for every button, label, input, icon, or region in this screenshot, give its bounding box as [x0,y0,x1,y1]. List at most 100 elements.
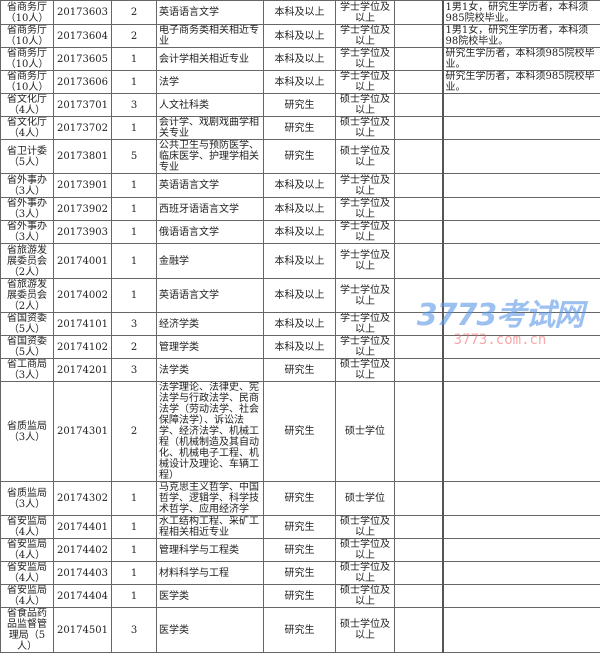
cell-edu: 研究生 [264,608,336,653]
cell-count: 2 [112,382,157,482]
cell-extra [395,562,443,585]
cell-code: 20174302 [54,482,112,516]
cell-edu: 研究生 [264,140,336,174]
cell-edu: 本科及以上 [264,71,336,94]
cell-count: 1 [112,516,157,539]
cell-count: 1 [112,221,157,244]
cell-code: 20174403 [54,562,112,585]
cell-major: 会计学、戏剧戏曲学相关专业 [157,117,264,140]
cell-code: 20174102 [54,336,112,359]
cell-code: 20173604 [54,25,112,48]
cell-code: 20173801 [54,140,112,174]
cell-count: 1 [112,539,157,562]
cell-edu: 本科及以上 [264,313,336,336]
cell-dept: 省国资委（5人） [1,313,54,336]
cell-note [443,562,600,585]
cell-degree: 学士学位及以上 [336,221,395,244]
cell-degree: 硕士学位及以上 [336,539,395,562]
cell-degree: 学士学位及以上 [336,198,395,221]
cell-major: 马克思主义哲学、中国哲学、逻辑学、科学技术哲学、应用经济学 [157,482,264,516]
cell-note [443,279,600,313]
cell-edu: 研究生 [264,482,336,516]
cell-extra [395,382,443,482]
cell-code: 20173606 [54,71,112,94]
cell-count: 3 [112,94,157,117]
cell-degree: 硕士学位及以上 [336,516,395,539]
cell-count: 1 [112,48,157,71]
cell-degree: 学士学位及以上 [336,313,395,336]
cell-edu: 本科及以上 [264,198,336,221]
cell-major: 金融学 [157,244,264,279]
cell-extra [395,279,443,313]
cell-dept: 省外事办（3人） [1,174,54,198]
cell-code: 20174001 [54,244,112,279]
cell-count: 1 [112,562,157,585]
cell-extra [395,585,443,608]
cell-dept: 省工商局（3人） [1,359,54,382]
cell-note [443,336,600,359]
cell-code: 20173702 [54,117,112,140]
cell-code: 20173603 [54,1,112,25]
cell-extra [395,198,443,221]
cell-edu: 研究生 [264,382,336,482]
cell-code: 20173701 [54,94,112,117]
cell-degree: 学士学位及以上 [336,48,395,71]
cell-dept: 省安监局（4人） [1,562,54,585]
cell-extra [395,539,443,562]
cell-count: 1 [112,117,157,140]
cell-note [443,94,600,117]
cell-dept: 省商务厅（10人） [1,1,54,25]
cell-major: 管理学类 [157,336,264,359]
cell-extra [395,25,443,48]
cell-extra [395,117,443,140]
cell-count: 3 [112,359,157,382]
cell-note [443,117,600,140]
cell-major: 管理科学与工程类 [157,539,264,562]
cell-extra [395,313,443,336]
cell-extra [395,608,443,653]
cell-dept: 省国资委（5人） [1,336,54,359]
cell-note [443,198,600,221]
cell-degree: 硕士学位及以上 [336,359,395,382]
cell-edu: 本科及以上 [264,25,336,48]
cell-count: 2 [112,25,157,48]
cell-note [443,382,600,482]
cell-degree: 学士学位及以上 [336,336,395,359]
cell-degree: 硕士学位及以上 [336,585,395,608]
cell-count: 3 [112,313,157,336]
cell-edu: 本科及以上 [264,221,336,244]
cell-dept: 省安监局（4人） [1,585,54,608]
cell-count: 1 [112,71,157,94]
cell-note [443,482,600,516]
cell-count: 1 [112,585,157,608]
cell-count: 1 [112,174,157,198]
cell-major: 水工结构工程、采矿工程相关相近专业 [157,516,264,539]
cell-code: 20174002 [54,279,112,313]
cell-edu: 本科及以上 [264,336,336,359]
cell-edu: 本科及以上 [264,244,336,279]
cell-note: 研究生学历者，本科须985院校毕业。 [443,71,600,94]
cell-note: 1男1女，研究生学历者，本科须985院校毕业。 [443,1,600,25]
cell-code: 20174301 [54,382,112,482]
cell-note [443,585,600,608]
cell-dept: 省卫计委（5人） [1,140,54,174]
cell-extra [395,482,443,516]
cell-edu: 研究生 [264,585,336,608]
cell-count: 1 [112,244,157,279]
cell-major: 法学类 [157,359,264,382]
cell-major: 会计学相关相近专业 [157,48,264,71]
cell-count: 1 [112,482,157,516]
cell-degree: 学士学位及以上 [336,71,395,94]
cell-note [443,516,600,539]
